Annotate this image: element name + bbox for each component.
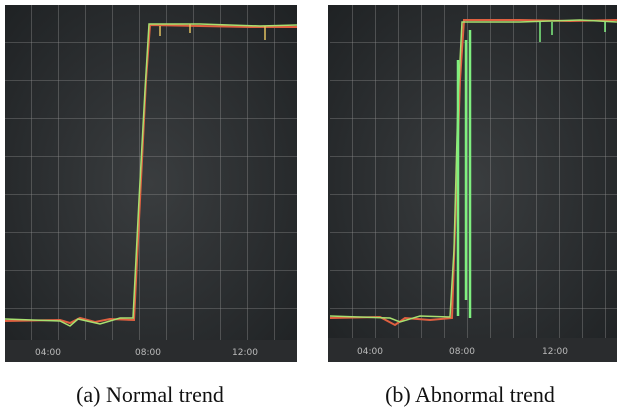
time-label: 08:00: [135, 348, 161, 358]
screen-normal: 04:00 08:00 12:00: [4, 5, 298, 362]
trace-green: [4, 23, 298, 327]
time-label: 04:00: [357, 347, 383, 357]
screen-abnormal: 04:00 08:00 12:00: [328, 5, 618, 362]
caption: (b) Abnormal trend: [385, 382, 555, 407]
time-label: 04:00: [35, 348, 61, 358]
time-axis: [5, 340, 297, 362]
trace-red: [4, 23, 297, 325]
grid: [330, 5, 617, 338]
time-label: 12:00: [542, 347, 568, 357]
spikes: [539, 22, 606, 42]
time-label: 08:00: [449, 347, 475, 357]
time-axis: [328, 338, 617, 362]
abnormal-spikes: [456, 30, 472, 318]
grid: [5, 5, 297, 340]
time-label: 12:00: [232, 348, 258, 358]
caption: (a) Normal trend: [76, 382, 224, 407]
trace-green: [329, 19, 618, 323]
spikes: [159, 24, 266, 40]
